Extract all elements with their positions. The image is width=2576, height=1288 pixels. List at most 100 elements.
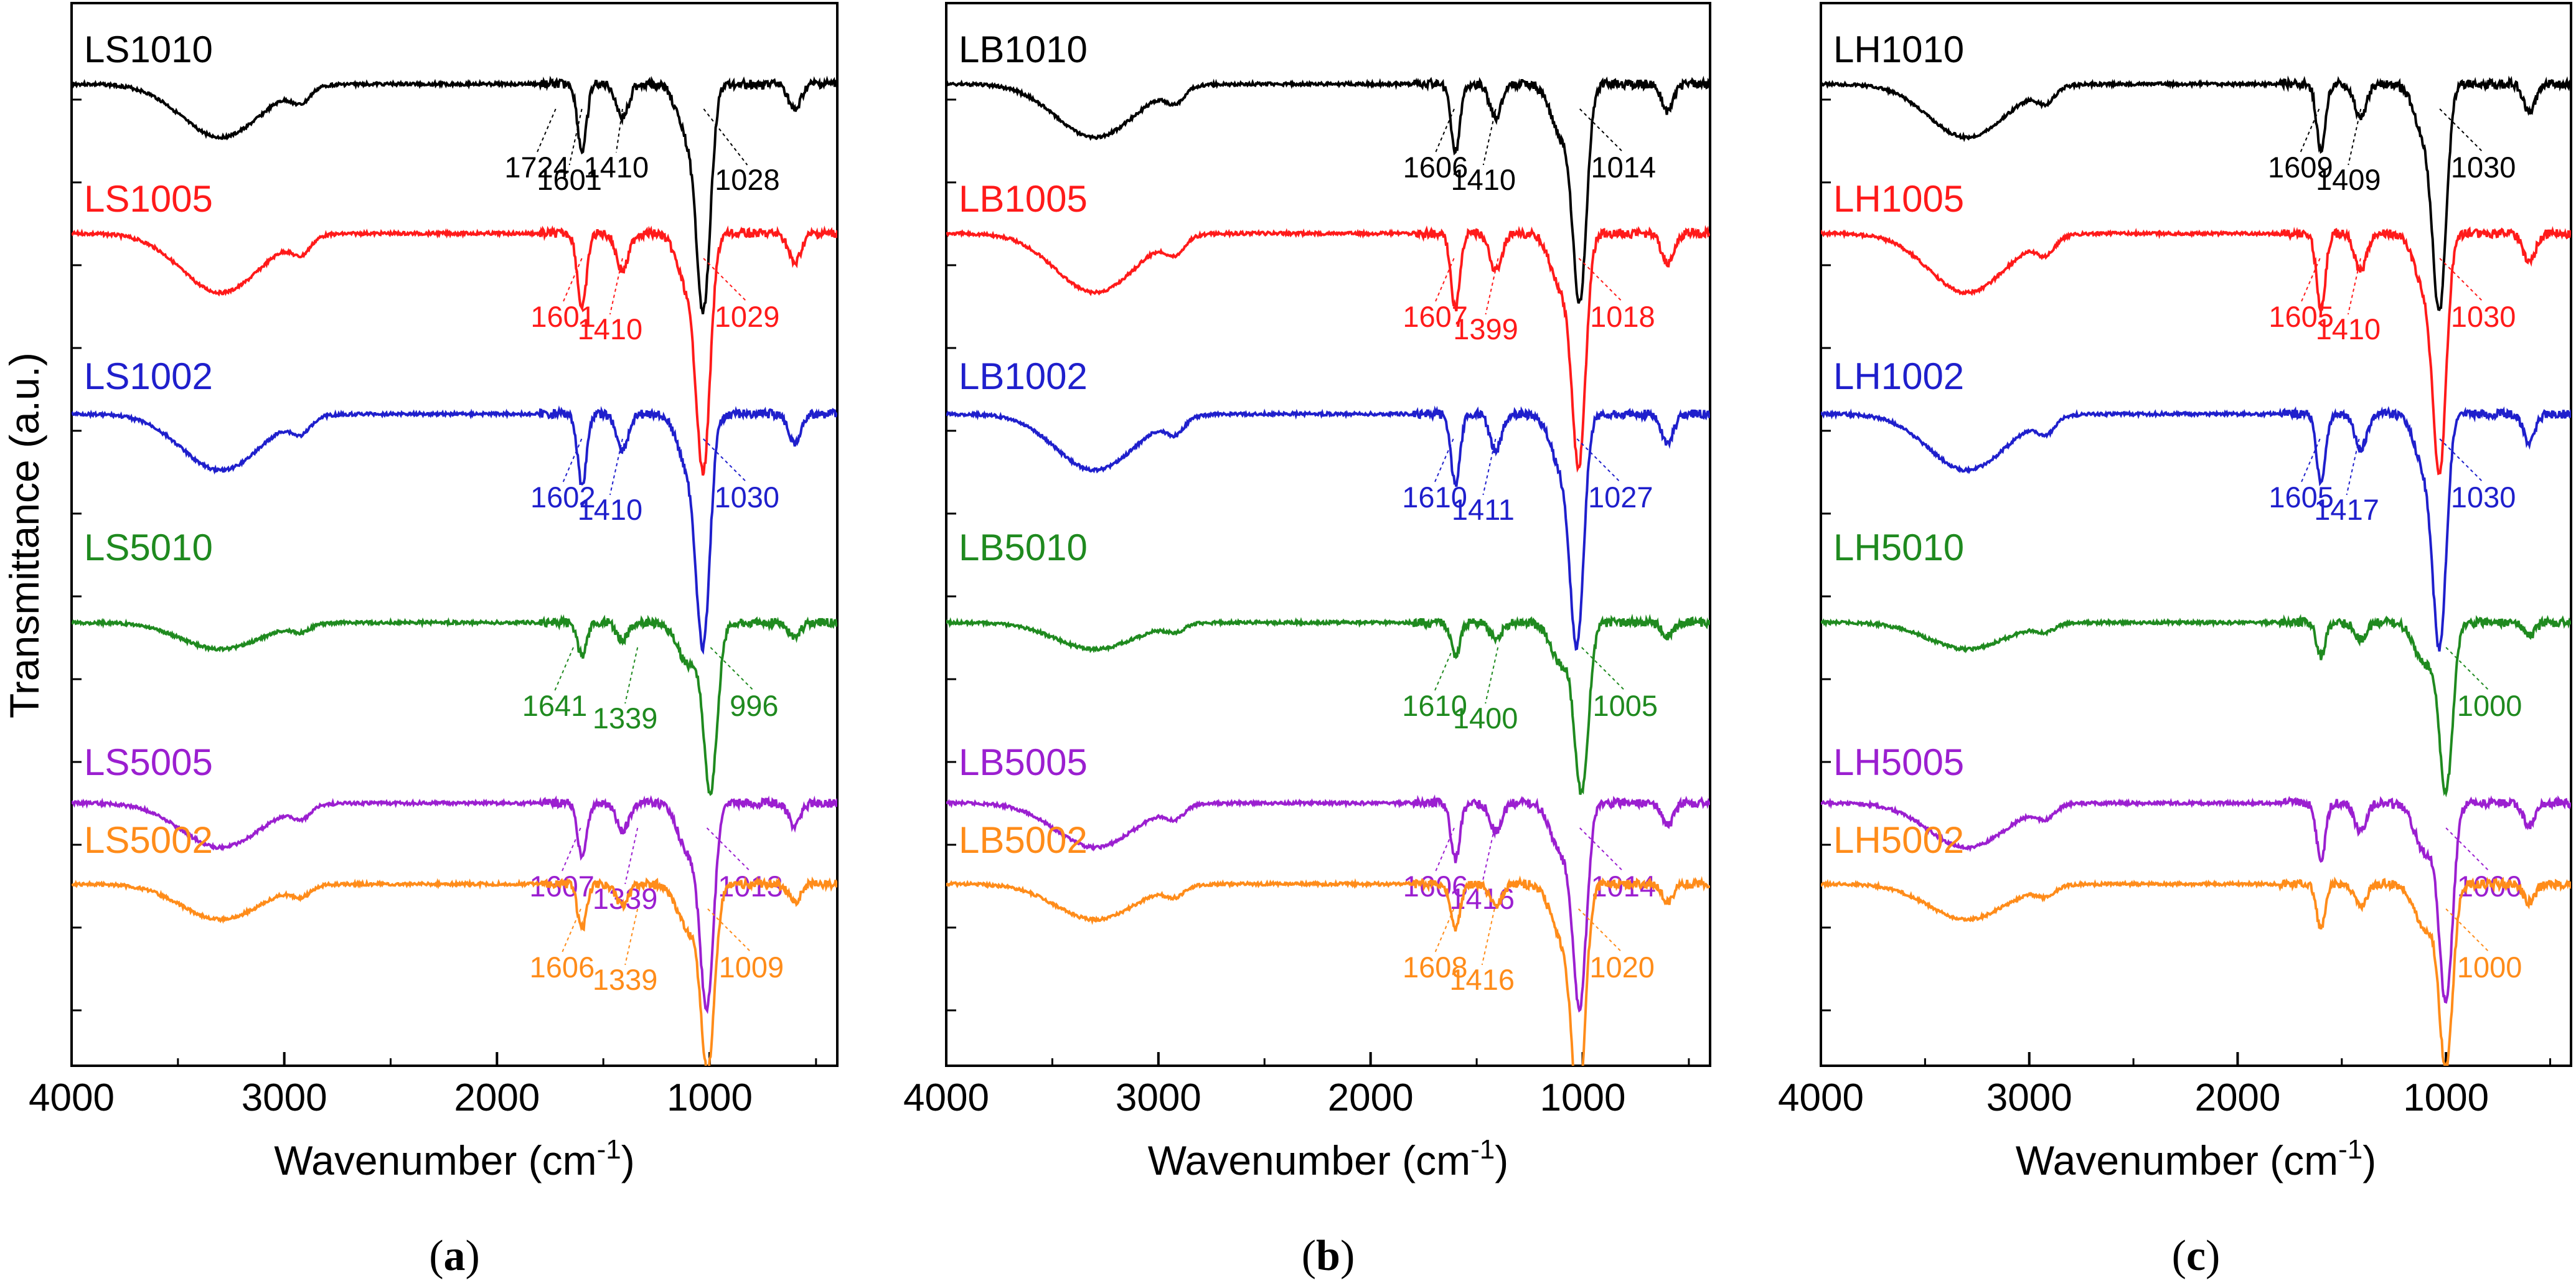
spectrum-line-LB1002 [946, 405, 1710, 651]
peak-leader [2445, 908, 2490, 953]
peak-label: 1609 [2268, 151, 2333, 184]
peak-leader [1434, 908, 1455, 953]
series-label: LB1005 [959, 178, 1088, 220]
peak-leader [2348, 108, 2362, 166]
peak-label: 1411 [1452, 493, 1515, 526]
series-label: LS1010 [84, 29, 213, 70]
spectrum-line-LB5005 [946, 794, 1710, 1013]
peak-label: 1610 [1402, 689, 1467, 722]
peak-leader [707, 908, 752, 953]
series-label: LB1002 [959, 355, 1088, 397]
peak-label: 1029 [715, 300, 780, 333]
peak-label: 1606 [1403, 151, 1469, 184]
panel-a: 4000 3000 2000 1000 Wavenumber (cm-1) (a) LS10… [29, 2, 839, 1280]
peak-leader [609, 438, 623, 496]
series-label: LB5002 [959, 819, 1088, 861]
peak-leader [710, 647, 755, 692]
spectrum-line-LH5010 [1821, 614, 2571, 797]
peak-label: 1409 [2316, 163, 2381, 196]
peak-label: 1417 [2314, 493, 2379, 526]
spectrum-line-LS5005 [72, 795, 837, 1014]
peak-leader [554, 647, 574, 692]
series-label: LB5010 [959, 527, 1088, 568]
x-tick-label: 3000 [1116, 1076, 1201, 1119]
x-tick-label: 2000 [1328, 1076, 1414, 1119]
peak-leader [1577, 908, 1623, 953]
peak-leader [1434, 647, 1454, 692]
peak-label: 1410 [584, 151, 649, 184]
peak-leader [615, 108, 623, 153]
spectrum-line-LS1005 [72, 225, 837, 476]
spectrum-line-LB1010 [946, 75, 1710, 304]
y-axis-title: Transmittance (a.u.) [1, 352, 47, 718]
peak-label: 1601 [537, 163, 602, 196]
peak-label: 1410 [2316, 313, 2381, 346]
spectrum-line-LS1010 [72, 75, 837, 314]
peak-leader [1482, 108, 1497, 166]
peak-leader [1482, 438, 1497, 496]
panel-b: 4000 3000 2000 1000 Wavenumber (cm-1) (b) LB10… [903, 2, 1711, 1280]
peak-label: 1400 [1453, 702, 1518, 735]
peak-label: 1606 [530, 951, 595, 984]
peak-label: 1030 [2451, 481, 2516, 514]
series-label: LH5010 [1833, 527, 1964, 568]
peak-label: 1410 [1450, 163, 1516, 196]
peak-label: 1009 [719, 951, 784, 984]
peak-leader [562, 908, 581, 953]
peak-label: 1607 [529, 870, 595, 903]
x-tick-label: 4000 [29, 1076, 115, 1119]
x-axis-title: Wavenumber (cm-1) [2016, 1134, 2376, 1183]
series-label: LH5005 [1833, 741, 1964, 783]
panel-caption: (b) [1302, 1232, 1355, 1280]
series-label: LH1010 [1833, 29, 1964, 70]
peak-label: 1020 [1589, 951, 1655, 984]
x-tick-label: 4000 [903, 1076, 989, 1119]
peak-label: 1030 [714, 481, 779, 514]
peak-leader [2347, 258, 2361, 315]
panels: 4000 3000 2000 1000 Wavenumber (cm-1) (a) LS10… [29, 2, 2572, 1280]
peak-leader [562, 438, 583, 483]
peak-leader [624, 908, 639, 966]
panel-c: 4000 3000 2000 1000 Wavenumber (cm-1) (c) LH10… [1778, 2, 2572, 1280]
peak-leader [536, 108, 557, 153]
panel-caption: (c) [2172, 1232, 2221, 1280]
peak-label: 1724 [504, 151, 570, 184]
peak-leader [561, 827, 581, 872]
peak-leader [1578, 258, 1624, 303]
series-label: LB5005 [959, 741, 1088, 783]
spectrum-line-LH5005 [1821, 795, 2571, 1004]
spectrum-line-LB1005 [946, 225, 1710, 473]
spectrum-line-LB5002 [946, 875, 1710, 1066]
peak-label: 1410 [578, 313, 643, 346]
peak-label: 1410 [578, 493, 643, 526]
peak-leader [1435, 827, 1455, 872]
peak-leader [624, 827, 639, 885]
peak-label: 1339 [593, 963, 658, 996]
peak-label: 1005 [1593, 689, 1658, 722]
peak-leader [2439, 108, 2484, 153]
spectrum-line-LS5002 [72, 876, 837, 1066]
peak-leader [2346, 438, 2360, 496]
peak-leader [1435, 108, 1455, 153]
peak-label: 1602 [530, 481, 596, 514]
spectrum-line-LS1002 [72, 405, 837, 655]
peak-label: 1030 [2451, 300, 2516, 333]
x-tick-label: 4000 [1778, 1076, 1864, 1119]
peak-leader [2300, 438, 2321, 483]
peak-label: 1610 [1402, 481, 1467, 514]
peak-leader [2439, 258, 2484, 303]
x-tick-label: 2000 [454, 1076, 540, 1119]
spectrum-line-LB5010 [946, 613, 1710, 795]
peak-leader [1576, 438, 1622, 483]
peak-label: 1605 [2268, 300, 2334, 333]
series-label: LH1002 [1833, 355, 1964, 397]
peak-leader [1579, 108, 1624, 153]
series-label: LS5002 [84, 819, 213, 861]
spectrum-line-LS5010 [72, 614, 837, 796]
peak-leader [1581, 647, 1626, 692]
peak-leader [2439, 438, 2484, 483]
peak-label: 1608 [1403, 951, 1468, 984]
series-label: LB1010 [959, 29, 1088, 70]
series-label: LS5010 [84, 527, 213, 568]
